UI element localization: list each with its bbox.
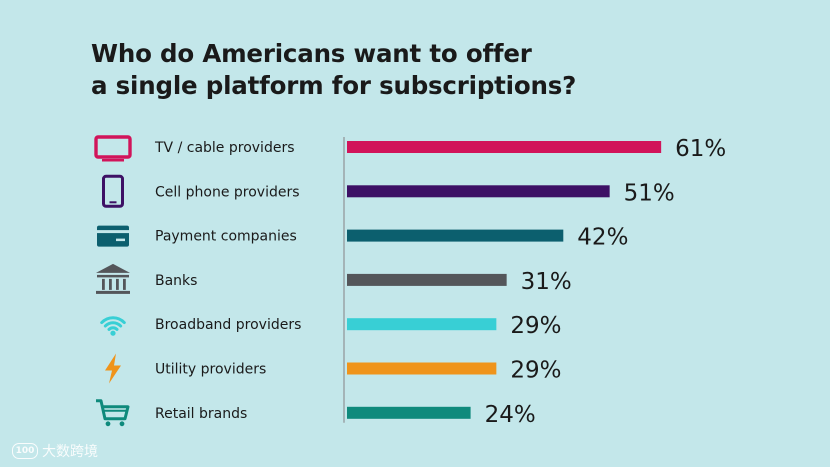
bar-row: Cell phone providers 51% bbox=[102, 174, 675, 208]
bank-icon bbox=[96, 263, 130, 294]
value-label: 29% bbox=[510, 313, 561, 339]
credit-card-icon bbox=[97, 225, 129, 247]
chart-title-line-1: Who do Americans want to offer bbox=[91, 39, 532, 68]
chart-title-line-2: a single platform for subscriptions? bbox=[91, 71, 577, 100]
lightning-bolt-icon bbox=[105, 353, 121, 384]
bar bbox=[347, 185, 610, 198]
value-label: 51% bbox=[624, 180, 675, 206]
bar bbox=[347, 141, 662, 153]
value-label: 24% bbox=[485, 402, 536, 428]
bar-row: Payment companies 42% bbox=[97, 225, 628, 251]
category-label: Banks bbox=[155, 273, 197, 289]
value-label: 29% bbox=[510, 358, 561, 384]
bar-row: Broadband providers 29% bbox=[100, 313, 561, 339]
watermark-text: 大数跨境 bbox=[42, 444, 98, 460]
category-label: TV / cable providers bbox=[154, 140, 295, 156]
category-label: Utility providers bbox=[155, 362, 266, 378]
bar-row: Utility providers 29% bbox=[105, 353, 561, 384]
category-label: Cell phone providers bbox=[155, 184, 300, 200]
bar-row: TV / cable providers 61% bbox=[94, 135, 726, 162]
bar-row: Banks 31% bbox=[96, 263, 572, 295]
cell-phone-icon bbox=[102, 174, 124, 208]
watermark-logo: 100 bbox=[12, 443, 38, 459]
wifi-icon bbox=[100, 316, 126, 336]
tv-icon bbox=[94, 135, 132, 162]
shopping-cart-icon bbox=[96, 399, 130, 427]
bar bbox=[347, 273, 507, 286]
value-label: 61% bbox=[675, 136, 726, 162]
bar-row: Retail brands 24% bbox=[96, 399, 536, 428]
value-label: 42% bbox=[577, 225, 628, 251]
bar bbox=[347, 229, 564, 242]
category-label: Payment companies bbox=[155, 229, 297, 245]
category-label: Retail brands bbox=[155, 406, 247, 422]
bar bbox=[347, 362, 497, 375]
category-label: Broadband providers bbox=[155, 317, 301, 333]
bar bbox=[347, 406, 471, 419]
chart-title: Who do Americans want to offer a single … bbox=[91, 38, 731, 102]
watermark: 100 大数跨境 bbox=[12, 441, 98, 461]
value-label: 31% bbox=[521, 269, 572, 295]
bar bbox=[347, 318, 497, 331]
